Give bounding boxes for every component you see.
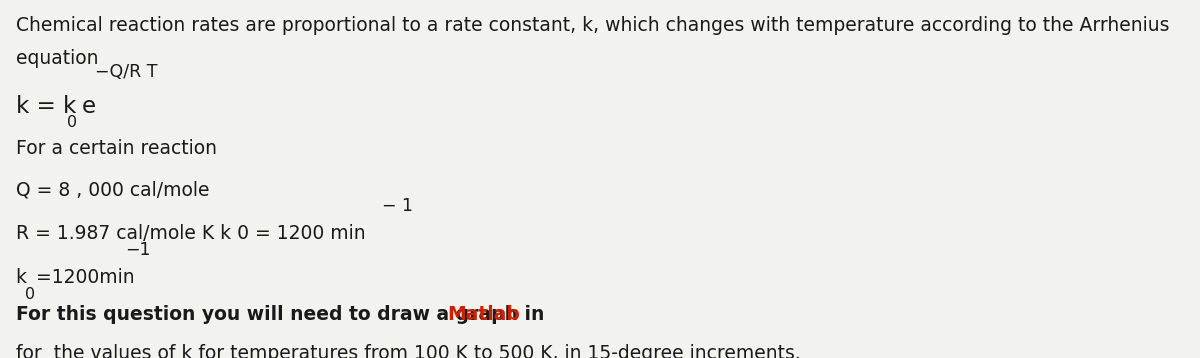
Text: −Q/R T: −Q/R T xyxy=(95,63,157,81)
Text: R = 1.987 cal/mole K k 0 = 1200 min: R = 1.987 cal/mole K k 0 = 1200 min xyxy=(16,224,365,243)
Text: 0: 0 xyxy=(25,287,35,303)
Text: − 1: − 1 xyxy=(382,197,413,215)
Text: Chemical reaction rates are proportional to a rate constant, k, which changes wi: Chemical reaction rates are proportional… xyxy=(16,16,1169,35)
Text: 0: 0 xyxy=(67,115,77,130)
Text: For a certain reaction: For a certain reaction xyxy=(16,139,216,158)
Text: for  the values of k for temperatures from 100 K to 500 K, in 15-degree incremen: for the values of k for temperatures fro… xyxy=(16,344,800,358)
Text: For this question you will need to draw a graph in: For this question you will need to draw … xyxy=(16,305,551,324)
Text: =1200min: =1200min xyxy=(36,268,134,287)
Text: equation: equation xyxy=(16,49,98,68)
Text: Matlab: Matlab xyxy=(448,305,521,324)
Text: k = k: k = k xyxy=(16,95,76,118)
Text: −1: −1 xyxy=(125,241,150,259)
Text: Q = 8 , 000 cal/mole: Q = 8 , 000 cal/mole xyxy=(16,180,209,199)
Text: e: e xyxy=(82,95,96,118)
Text: k: k xyxy=(16,268,26,287)
